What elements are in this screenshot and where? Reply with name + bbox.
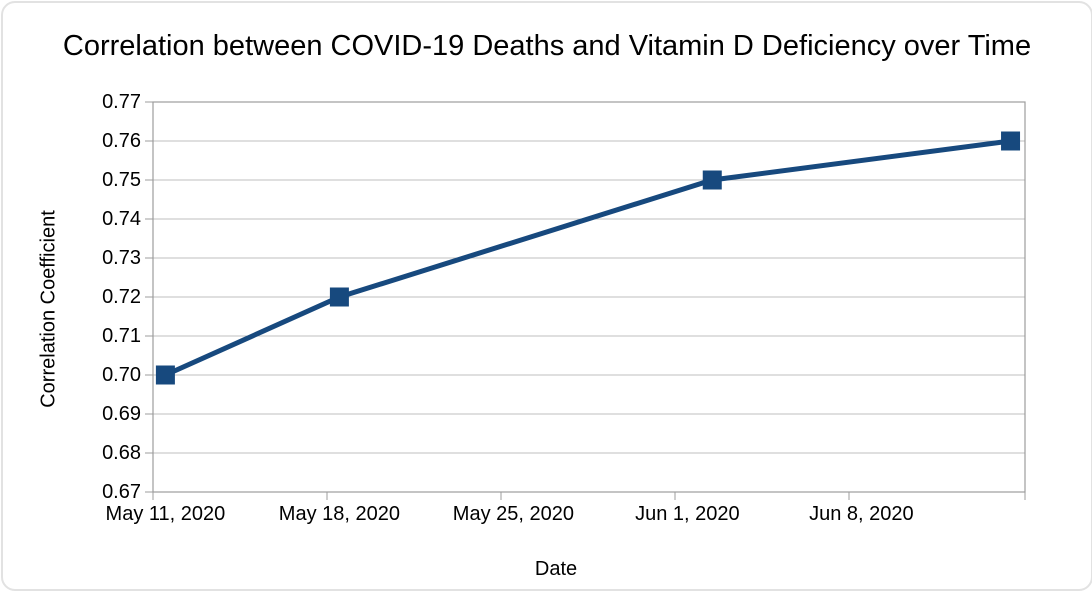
x-tick-label: Jun 8, 2020 [809,503,914,525]
y-tick-label: 0.74 [102,208,141,230]
data-point-marker [329,287,349,307]
x-tick-label: May 18, 2020 [279,503,400,525]
y-tick-label: 0.76 [102,130,141,152]
series-line [164,138,1011,378]
chart-title: Correlation between COVID-19 Deaths and … [62,30,1032,62]
y-tick-label: 0.75 [102,169,141,191]
plot-area: 0.77 0.76 0.75 0.74 0.73 0.72 0.71 0.70 0.69 0.68… [102,91,1026,525]
data-point-marker [1001,131,1021,151]
y-tick-label: 0.68 [102,442,141,464]
data-point-marker [702,170,722,190]
y-tick-label: 0.70 [102,364,141,386]
y-tick-label: 0.71 [102,325,141,347]
x-tick-label: May 11, 2020 [106,503,226,525]
x-tick-label: Jun 1, 2020 [635,503,740,525]
y-tick-label: 0.67 [102,481,141,503]
y-tick-label: 0.72 [102,286,141,308]
x-tick-label: May 25, 2020 [453,503,574,525]
data-point-marker [155,365,175,385]
y-tick-label: 0.77 [102,91,141,113]
plot-border [152,101,1026,493]
y-tick-label: 0.69 [102,403,141,425]
x-axis-title: Date [534,558,578,580]
y-tick-label: 0.73 [102,247,141,269]
